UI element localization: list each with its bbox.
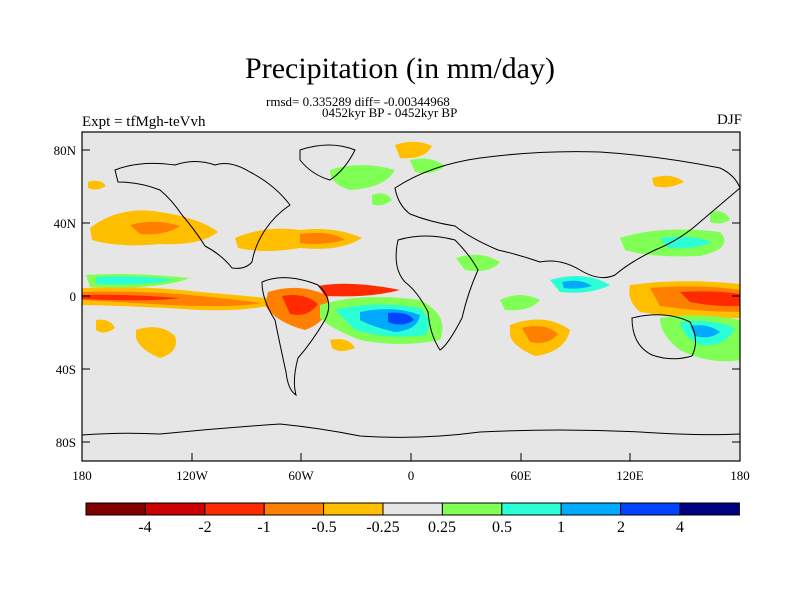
lon-label-60e: 60E — [511, 468, 532, 483]
anomaly-wet-south-atlantic-core — [388, 312, 414, 325]
colorbar-box-2 — [204, 502, 265, 516]
lat-ticks — [82, 149, 740, 443]
colorbar-box-9 — [620, 502, 681, 516]
anomaly-wet-west-indian-ocean — [500, 295, 540, 311]
colorbar-box-5 — [382, 502, 443, 516]
anomaly-dry-south-indian-ocean-core — [522, 326, 558, 343]
lat-label-80n: 80N — [54, 143, 77, 158]
colorbar-label-5: 0.25 — [428, 519, 456, 536]
anomaly-wet-west-pacific-core — [660, 236, 712, 249]
lon-label-120w: 120W — [176, 468, 209, 483]
lon-label-60w: 60W — [288, 468, 314, 483]
colorbar — [85, 502, 740, 516]
anomaly-dry-atlantic-equator — [318, 283, 400, 297]
lon-label-0: 0 — [408, 468, 415, 483]
coastline-africa — [395, 235, 479, 351]
colorbar-box-4 — [323, 502, 384, 516]
colorbar-label-7: 1 — [557, 519, 565, 536]
lat-label-40n: 40N — [54, 216, 77, 231]
anomaly-wet-indian-ocean-core — [562, 280, 592, 289]
anomaly-dry-south-pacific-west — [96, 319, 115, 333]
anomaly-wet-north-atlantic — [330, 165, 395, 190]
plot-title: Precipitation (in mm/day) — [245, 52, 555, 85]
anomaly-wet-sw-pacific-core — [690, 325, 720, 338]
coastline-eurasia — [394, 151, 741, 279]
coastline-greenland — [299, 144, 356, 181]
coastline-australia — [631, 314, 696, 360]
experiment-label: Expt = tfMgh-teVvh — [82, 114, 206, 130]
colorbar-box-10 — [679, 502, 740, 516]
colorbar-label-3: -0.5 — [311, 519, 337, 536]
colorbar-label-0: -4 — [138, 519, 152, 536]
coastline-north-america — [114, 161, 291, 269]
anomaly-dry-north-pacific-core — [130, 221, 180, 235]
anomaly-wet-greenland-sea — [410, 158, 445, 174]
lon-label-180e: 180 — [730, 468, 750, 483]
anomaly-wet-equatorial-strip-core — [96, 276, 176, 285]
lon-label-120e: 120E — [616, 468, 644, 483]
colorbar-label-2: -1 — [257, 519, 271, 536]
anomaly-dry-north-pacific-east — [88, 180, 106, 190]
anomaly-dry-western-pacific-core — [680, 291, 740, 307]
lon-ticks — [81, 453, 741, 461]
anomaly-dry-south-america-core — [282, 295, 318, 315]
anomaly-dry-south-pacific — [136, 327, 176, 358]
lon-label-180w: 180 — [72, 468, 92, 483]
colorbar-box-0 — [85, 502, 146, 516]
colorbar-label-6: 0.5 — [492, 519, 512, 536]
anomaly-wet-scandinavia — [372, 193, 392, 206]
anomaly-wet-east-asia — [710, 211, 730, 224]
coastline-antarctica — [81, 423, 741, 438]
colorbar-box-7 — [501, 502, 562, 516]
colorbar-label-8: 2 — [617, 519, 625, 536]
anomaly-dry-east-asia — [652, 175, 684, 188]
lat-label-40s: 40S — [56, 362, 76, 377]
anomaly-wet-africa — [456, 254, 500, 271]
anomaly-dry-equatorial-center — [82, 294, 180, 301]
lat-label-80s: 80S — [56, 435, 76, 450]
colorbar-label-9: 4 — [676, 519, 684, 536]
season-label: DJF — [716, 112, 742, 128]
anomaly-dry-arctic — [395, 141, 432, 159]
colorbar-label-4: -0.25 — [366, 519, 400, 536]
coastlines — [81, 144, 741, 438]
colorbar-box-6 — [441, 502, 503, 516]
colorbar-box-3 — [263, 502, 325, 516]
colorbar-box-8 — [560, 502, 622, 516]
colorbar-label-1: -2 — [198, 519, 212, 536]
anomaly-dry-atlantic-core — [300, 232, 345, 244]
lat-label-0: 0 — [70, 289, 77, 304]
coastline-south-america — [261, 277, 330, 397]
stats-line: rmsd= 0.335289 diff= -0.00344968 — [266, 94, 450, 109]
period-line: 0452kyr BP - 0452kyr BP — [322, 105, 458, 120]
anomaly-dry-south-atlantic-west — [330, 339, 355, 351]
colorbar-box-1 — [144, 502, 206, 516]
